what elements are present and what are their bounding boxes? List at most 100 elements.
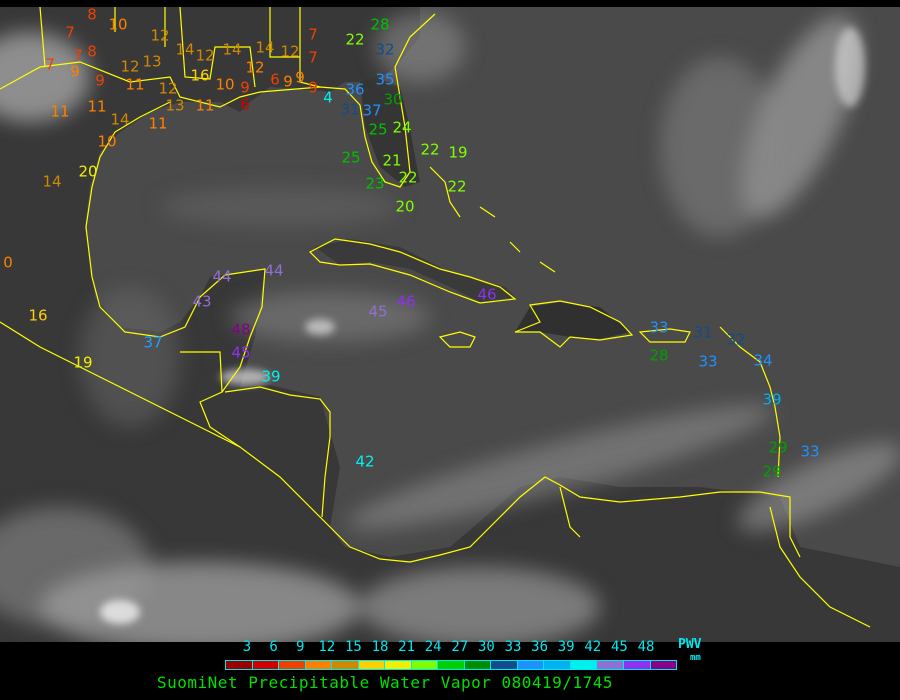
pwv-station-value: 44 [212, 267, 232, 286]
pwv-station-value: 33 [698, 352, 718, 371]
pwv-station-value: 33 [800, 442, 820, 461]
pwv-station-value: 19 [448, 143, 468, 162]
legend-swatch [517, 661, 545, 669]
coastlines-and-borders [0, 7, 871, 628]
pwv-station-value: 14 [110, 110, 130, 129]
pwv-station-value: 46 [396, 292, 416, 311]
legend-tick: 42 [584, 639, 602, 655]
legend-tick: 24 [424, 639, 442, 655]
legend-tick: 3 [242, 639, 252, 655]
legend-unit-sub: mm [690, 653, 701, 663]
pwv-station-value: 39 [261, 367, 281, 386]
legend-swatch [491, 661, 518, 669]
pwv-station-value: 8 [87, 42, 97, 61]
pwv-station-value: 22 [420, 140, 440, 159]
legend-swatch [438, 661, 465, 669]
legend-tick: 9 [295, 639, 305, 655]
pwv-station-value: 12 [245, 58, 265, 77]
legend-swatch [279, 661, 306, 669]
pwv-station-value: 7 [308, 48, 318, 67]
pwv-station-value: 30 [383, 90, 403, 109]
pwv-station-value: 44 [264, 261, 284, 280]
pwv-station-value: 23 [365, 174, 385, 193]
legend-unit-label: PWV [678, 637, 702, 652]
map-layer [0, 7, 900, 642]
pwv-station-value: 45 [368, 302, 388, 321]
pwv-legend: 3 6 9 12 15 18 21 24 27 30 33 36 39 42 45 48 PWV mm Suo… [0, 638, 900, 700]
pwv-station-value: 13 [165, 96, 185, 115]
pwv-station-value: 42 [355, 452, 375, 471]
legend-swatch [226, 661, 253, 669]
pwv-station-value: 11 [195, 96, 215, 115]
pwv-station-value: 11 [50, 102, 70, 121]
pwv-station-value: 22 [447, 177, 467, 196]
pwv-station-value: 14 [42, 172, 62, 191]
pwv-station-value: 6 [240, 95, 250, 114]
pwv-station-value: 9 [295, 68, 305, 87]
legend-tick: 33 [504, 639, 522, 655]
pwv-station-value: 34 [753, 351, 773, 370]
pwv-station-value: 32 [726, 330, 746, 349]
pwv-station-value: 13 [142, 52, 162, 71]
pwv-station-value: 7 [73, 46, 83, 65]
pwv-station-value: 37 [362, 101, 382, 120]
land-masses [0, 7, 900, 642]
pwv-station-value: 46 [477, 285, 497, 304]
pwv-station-value: 12 [195, 46, 215, 65]
legend-tick: 6 [269, 639, 278, 655]
map-title: SuomiNet Precipitable Water Vapor 080419… [157, 673, 613, 692]
bright-clouds [100, 27, 865, 624]
pwv-station-value: 31 [693, 323, 713, 342]
pwv-station-value: 31 [340, 100, 360, 119]
pwv-station-value: 14 [175, 40, 195, 59]
pwv-station-value: 10 [108, 15, 128, 34]
pwv-station-value: 6 [270, 70, 280, 89]
pwv-station-value: 21 [382, 151, 402, 170]
cloud-cover [0, 12, 900, 642]
legend-swatch [385, 661, 412, 669]
satellite-map: 7 7 8 8 10 7 9 9 12 13 12 14 16 12 12 14 14 12 7 7 12 11 13 11 1… [0, 7, 900, 642]
legend-tick: 45 [610, 639, 628, 655]
legend-swatch [464, 661, 492, 669]
pwv-station-value: 7 [45, 55, 55, 74]
pwv-station-value: 8 [87, 7, 97, 24]
legend-color-bar [225, 660, 677, 670]
pwv-station-value: 19 [73, 353, 93, 372]
pwv-station-value: 9 [308, 78, 318, 97]
pwv-station-value: 7 [65, 23, 75, 42]
pwv-station-value: 11 [125, 75, 145, 94]
pwv-station-value: 4 [323, 88, 333, 107]
pwv-station-value: 9 [70, 62, 80, 81]
legend-tick: 30 [477, 639, 495, 655]
legend-swatch [597, 661, 624, 669]
pwv-station-value: 29 [768, 438, 788, 457]
legend-tick: 36 [531, 639, 549, 655]
pwv-station-value: 0 [3, 253, 13, 272]
pwv-station-value: 43 [192, 292, 212, 311]
pwv-station-value: 9 [95, 71, 105, 90]
pwv-station-value: 48 [231, 320, 251, 339]
pwv-station-value: 45 [231, 343, 251, 362]
legend-tick: 15 [344, 639, 362, 655]
pwv-station-value: 35 [375, 70, 395, 89]
legend-tick: 39 [557, 639, 575, 655]
pwv-station-value: 12 [280, 42, 300, 61]
pwv-station-value: 12 [150, 26, 170, 45]
legend-swatch [358, 661, 386, 669]
pwv-station-value: 29 [762, 462, 782, 481]
pwv-station-value: 12 [158, 79, 178, 98]
pwv-station-value: 9 [240, 78, 250, 97]
pwv-station-value: 25 [341, 148, 361, 167]
pwv-station-value: 12 [120, 57, 140, 76]
pwv-station-value: 20 [78, 162, 98, 181]
pwv-station-value: 7 [308, 25, 318, 44]
legend-tick: 18 [371, 639, 389, 655]
legend-swatch [650, 661, 677, 669]
pwv-station-value: 11 [148, 114, 168, 133]
pwv-station-value: 10 [97, 132, 117, 151]
pwv-station-value: 33 [649, 318, 669, 337]
pwv-station-value: 20 [395, 197, 415, 216]
legend-tick: 27 [451, 639, 469, 655]
legend-swatch [623, 661, 651, 669]
pwv-station-value: 9 [283, 72, 293, 91]
